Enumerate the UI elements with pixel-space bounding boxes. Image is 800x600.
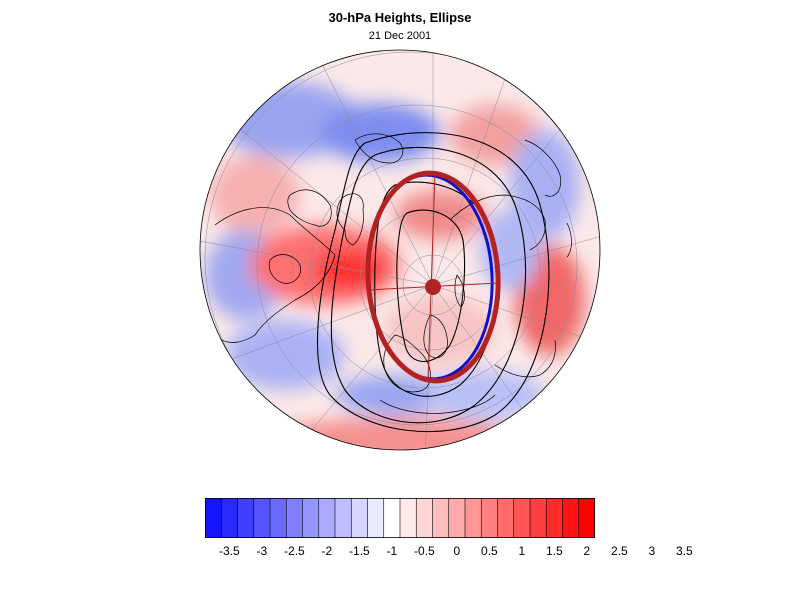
meridian <box>234 124 434 286</box>
globe-outline <box>199 49 601 451</box>
colorbar-frame <box>205 498 595 538</box>
colorbar-tick-label: -2.5 <box>284 544 305 558</box>
anomaly-patch <box>265 418 525 450</box>
ellipse-center-marker <box>425 279 441 295</box>
height-contour <box>317 132 550 433</box>
colorbar-swatch <box>415 498 434 538</box>
latitude-circle <box>256 104 578 426</box>
anomaly-fill <box>205 82 585 450</box>
meridian <box>214 284 434 366</box>
colorbar-swatch <box>562 498 580 538</box>
latitude-circle <box>204 51 600 450</box>
colorbar-swatch <box>383 498 401 538</box>
meridian <box>432 284 600 346</box>
colorbar-swatch <box>464 498 482 538</box>
colorbar-swatch <box>237 498 255 538</box>
meridian <box>294 284 434 450</box>
colorbar-tick-label: 1.5 <box>546 544 563 558</box>
colorbar-swatch <box>253 498 271 538</box>
ellipse-outer-line <box>365 170 501 384</box>
anomaly-patch <box>335 375 455 415</box>
coastline-asia-south <box>494 339 556 378</box>
colorbar-swatch <box>529 498 547 538</box>
colorbar-tick-label: -0.5 <box>414 544 435 558</box>
colorbar-swatch <box>367 498 385 538</box>
graticule <box>200 50 600 450</box>
meridian <box>432 234 600 286</box>
height-contour <box>396 209 466 362</box>
meridian <box>314 50 434 286</box>
colorbar-swatch <box>334 498 352 538</box>
coastline-europe <box>383 334 431 393</box>
map-subtitle: 21 Dec 2001 <box>368 30 432 42</box>
map-title: 30-hPa Heights, Ellipse <box>328 10 472 25</box>
meridian <box>200 239 434 286</box>
latitude-circle <box>309 157 541 389</box>
meridian <box>424 284 434 450</box>
height-contour <box>330 146 527 424</box>
colorbar-swatch <box>480 498 499 538</box>
anomaly-patch <box>210 155 300 235</box>
colorbar-tick-label: -3.5 <box>219 544 240 558</box>
anomaly-patch <box>480 210 540 290</box>
colorbar-swatch <box>205 498 222 538</box>
colorbar <box>205 498 595 538</box>
colorbar-tick-label: 2 <box>583 544 591 558</box>
anomaly-patch <box>225 320 345 390</box>
anomaly-patch <box>395 190 485 240</box>
colorbar-tick-label: -2 <box>321 544 333 558</box>
colorbar-swatch <box>269 498 287 538</box>
anomaly-patch <box>385 295 495 365</box>
colorbar-swatch <box>350 498 369 538</box>
vortex-ellipse <box>365 170 501 384</box>
colorbar-tick-label: 3 <box>648 544 656 558</box>
colorbar-tick-label: -3 <box>256 544 268 558</box>
colorbar-swatch <box>399 498 417 538</box>
coastline-alaska <box>354 133 404 164</box>
anomaly-patch <box>510 130 580 240</box>
colorbar-swatch <box>285 498 304 538</box>
colorbar-tick-label: 2.5 <box>611 544 628 558</box>
coastline-greenland <box>336 193 364 246</box>
polar-map <box>199 49 601 451</box>
colorbar-swatch <box>513 498 531 538</box>
coastline-hudson-bay <box>268 254 301 284</box>
colorbar-swatch <box>432 498 450 538</box>
colorbar-swatch <box>302 498 320 538</box>
colorbar-swatch <box>497 498 515 538</box>
colorbar-tick-label: 3.5 <box>676 544 693 558</box>
anomaly-patch <box>450 105 540 165</box>
coastline-scandinavia <box>423 314 448 359</box>
colorbar-tick-label: -1.5 <box>349 544 370 558</box>
colorbar-tick-label: 1 <box>518 544 526 558</box>
colorbar-tick-label: -1 <box>386 544 398 558</box>
colorbar-swatch <box>448 498 466 538</box>
colorbar-swatch <box>545 498 564 538</box>
colorbar-swatch <box>318 498 336 538</box>
coastline-canada-arctic <box>287 189 332 227</box>
coastline-africa-north <box>379 394 496 414</box>
colorbar-labels: -3.5 -3 -2.5 -2 -1.5 -1 -0.5 0 0.5 1 1.5 2 2.5 3 3.5 <box>190 544 693 562</box>
coastline-japan <box>566 222 572 258</box>
ellipse-major-axis <box>427 172 436 381</box>
colorbar-swatch <box>220 498 239 538</box>
colorbar-tick-label: 0.5 <box>481 544 498 558</box>
coastline-asia-east <box>524 139 561 197</box>
meridian <box>432 50 516 286</box>
colorbar-tick-label: 0 <box>453 544 461 558</box>
colorbar-swatch <box>578 498 595 538</box>
